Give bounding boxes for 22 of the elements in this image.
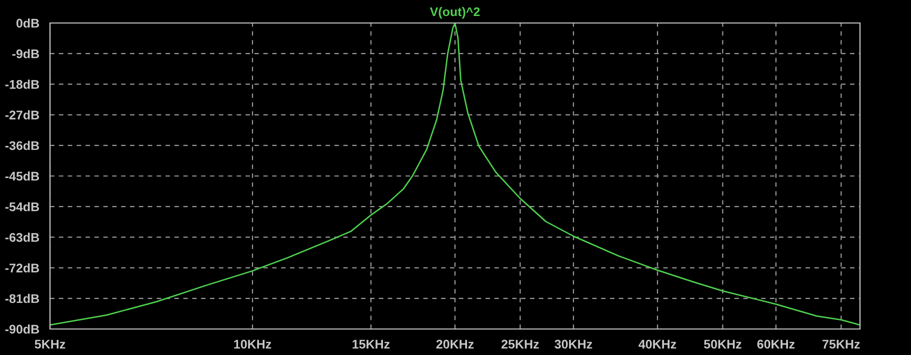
y-tick-label: -18dB (5, 80, 40, 89)
x-tick-label: 60KHz (757, 340, 795, 349)
x-tick-label: 10KHz (234, 340, 272, 349)
x-tick-label: 20KHz (436, 340, 474, 349)
x-tick-label: 5KHz (34, 340, 66, 349)
x-tick-label: 25KHz (502, 340, 539, 349)
y-tick-label: -81dB (5, 294, 40, 304)
y-tick-label: -36dB (5, 140, 40, 150)
x-tick-label: 15KHz (352, 340, 390, 349)
y-tick-label: -72dB (5, 263, 40, 272)
y-tick-label: -90dB (5, 324, 40, 334)
x-tick-label: 30KHz (554, 340, 592, 349)
chart-title: V(out)^2 (430, 6, 480, 19)
y-tick-label: -27dB (5, 110, 40, 120)
y-tick-label: -54dB (5, 202, 40, 212)
y-tick-label: -45dB (5, 171, 40, 181)
x-tick-label: 40KHz (638, 340, 676, 349)
y-tick-label: -9dB (12, 49, 40, 58)
y-tick-label: -63dB (5, 232, 40, 242)
x-tick-label: 50KHz (704, 340, 742, 349)
x-tick-label: 75KHz (822, 340, 860, 349)
y-tick-label: 0dB (16, 18, 40, 28)
